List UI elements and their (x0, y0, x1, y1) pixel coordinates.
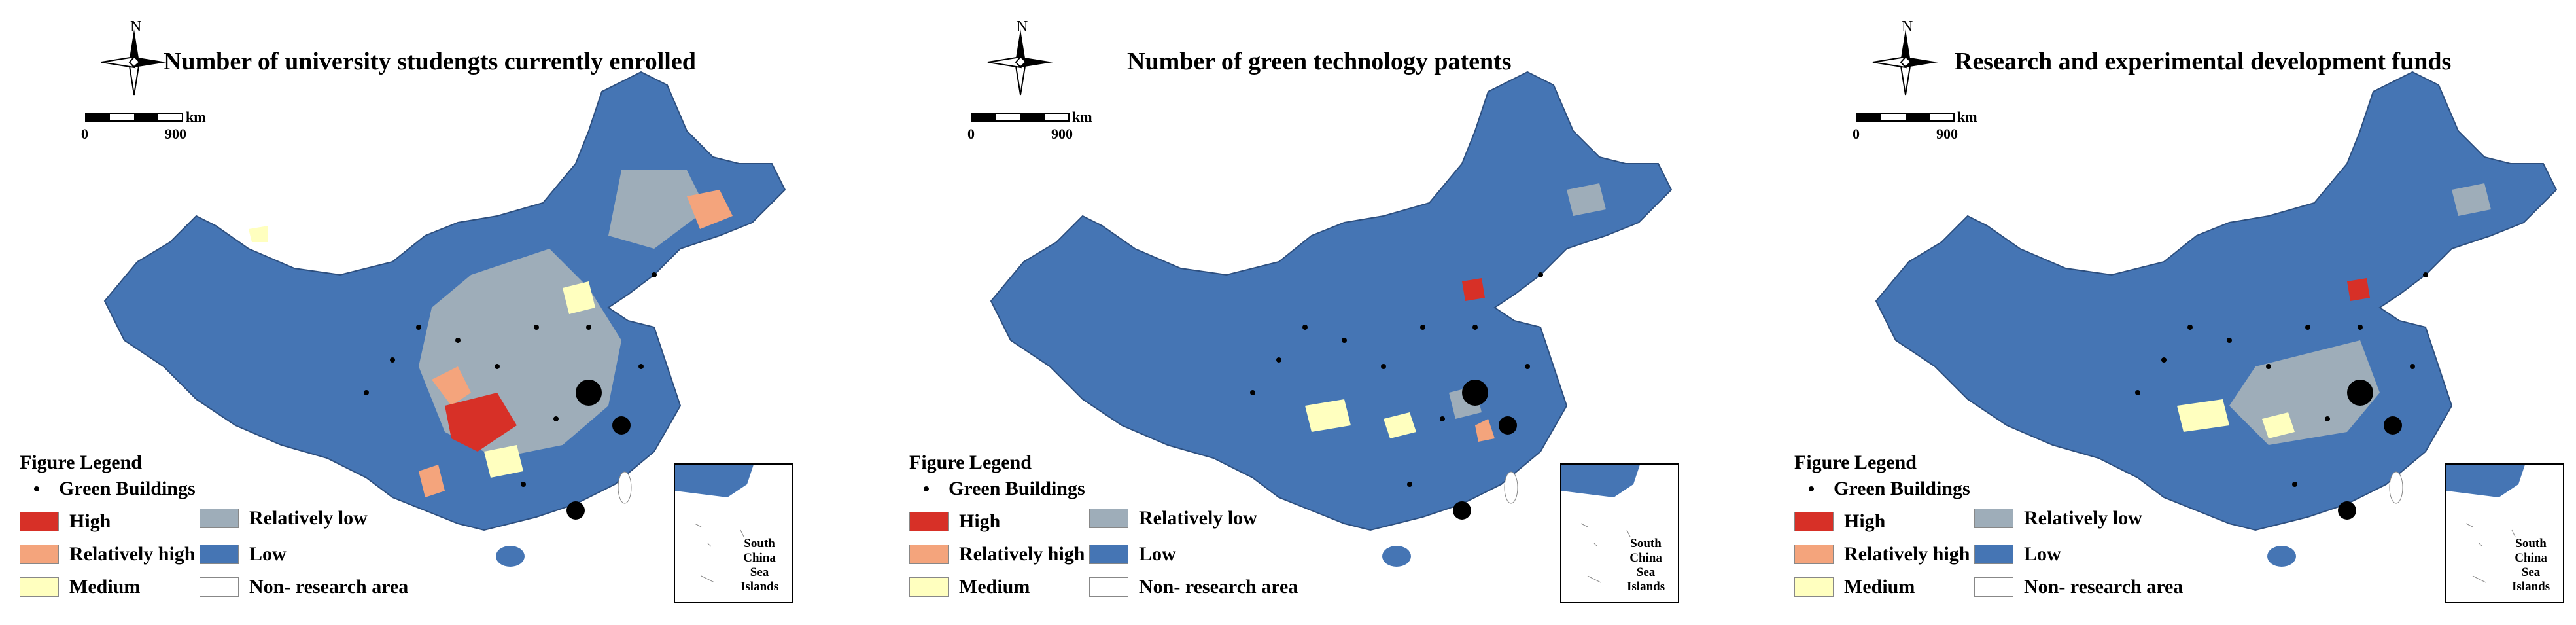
taiwan (618, 471, 632, 504)
scale-bar (1856, 113, 1955, 125)
legend-title: Figure Legend (20, 452, 142, 473)
map-title: Number of university studengts currently… (164, 48, 696, 75)
china-outline (1875, 71, 2558, 531)
green-building-points (364, 272, 657, 520)
legend-relatively-high: Relatively high (909, 543, 1085, 565)
scale-end: 900 (1936, 126, 1958, 142)
scale-unit: km (1072, 109, 1092, 125)
north-label: N (130, 18, 142, 35)
china-outline (990, 71, 1673, 531)
north-arrow-icon (1870, 26, 1941, 101)
hainan (2267, 546, 2296, 567)
legend-non-research: Non- research area (1089, 576, 1298, 598)
scale-end: 900 (165, 126, 186, 142)
south-china-sea-inset: South China Sea Islands (674, 463, 793, 603)
legend-green-buildings: Green Buildings (20, 478, 196, 500)
south-china-sea-inset: South China Sea Islands (1560, 463, 1679, 603)
legend-green-buildings: Green Buildings (1794, 478, 1970, 500)
map-panel-rd-funds: N Research and experimental development … (1771, 0, 2576, 625)
medium-regions (2177, 399, 2295, 438)
hainan (1382, 546, 1411, 567)
scale-start: 0 (1853, 126, 1860, 142)
scale-end: 900 (1051, 126, 1073, 142)
inset-label: South China Sea Islands (1627, 537, 1665, 594)
medium-regions (249, 226, 595, 478)
legend-non-research: Non- research area (1974, 576, 2183, 598)
legend-high: High (909, 510, 1000, 533)
north-arrow-icon (98, 26, 170, 101)
high-regions (445, 393, 517, 452)
green-building-points (1250, 272, 1543, 520)
legend-low: Low (200, 543, 287, 565)
scale-unit: km (1957, 109, 1977, 125)
legend-medium: Medium (909, 576, 1030, 598)
high-regions (2347, 278, 2370, 301)
medium-regions (1305, 399, 1416, 438)
legend-relatively-high: Relatively high (20, 543, 196, 565)
map-title: Number of green technology patents (1127, 48, 1512, 75)
scale-unit: km (186, 109, 206, 125)
legend-relatively-high: Relatively high (1794, 543, 1970, 565)
legend-green-buildings: Green Buildings (909, 478, 1085, 500)
legend-low: Low (1974, 543, 2061, 565)
scale-bar (971, 113, 1070, 125)
taiwan (1504, 471, 1518, 504)
map-panel-patents: N Number of green technology patents km … (886, 0, 1730, 625)
high-regions (1462, 278, 1485, 301)
legend-non-research: Non- research area (200, 576, 408, 598)
scale-start: 0 (81, 126, 88, 142)
north-label: N (1902, 18, 1913, 35)
inset-label: South China Sea Islands (2512, 537, 2550, 594)
legend-title: Figure Legend (909, 452, 1032, 473)
legend-low: Low (1089, 543, 1176, 565)
taiwan (2389, 471, 2403, 504)
green-building-points (2135, 272, 2428, 520)
scale-start: 0 (967, 126, 975, 142)
legend-medium: Medium (1794, 576, 1915, 598)
legend-high: High (20, 510, 111, 533)
legend-relatively-low: Relatively low (1974, 507, 2142, 529)
map-panel-enrolled: N Number of university studengts current… (0, 0, 844, 625)
hainan (496, 546, 525, 567)
north-label: N (1017, 18, 1028, 35)
inset-label: South China Sea Islands (740, 537, 779, 594)
map-title: Research and experimental development fu… (1955, 48, 2452, 75)
legend-title: Figure Legend (1794, 452, 1917, 473)
point-marker-icon (34, 486, 39, 491)
china-map (1875, 71, 2558, 567)
scale-bar (85, 113, 183, 125)
legend-high: High (1794, 510, 1885, 533)
legend-medium: Medium (20, 576, 140, 598)
relatively-high-regions (1475, 419, 1495, 442)
china-map (990, 71, 1673, 567)
north-arrow-icon (984, 26, 1056, 101)
point-marker-icon (924, 486, 929, 491)
china-map (103, 71, 786, 567)
legend-relatively-low: Relatively low (1089, 507, 1257, 529)
point-marker-icon (1809, 486, 1814, 491)
relatively-high-regions (419, 190, 733, 497)
legend-relatively-low: Relatively low (200, 507, 368, 529)
south-china-sea-inset: South China Sea Islands (2445, 463, 2564, 603)
